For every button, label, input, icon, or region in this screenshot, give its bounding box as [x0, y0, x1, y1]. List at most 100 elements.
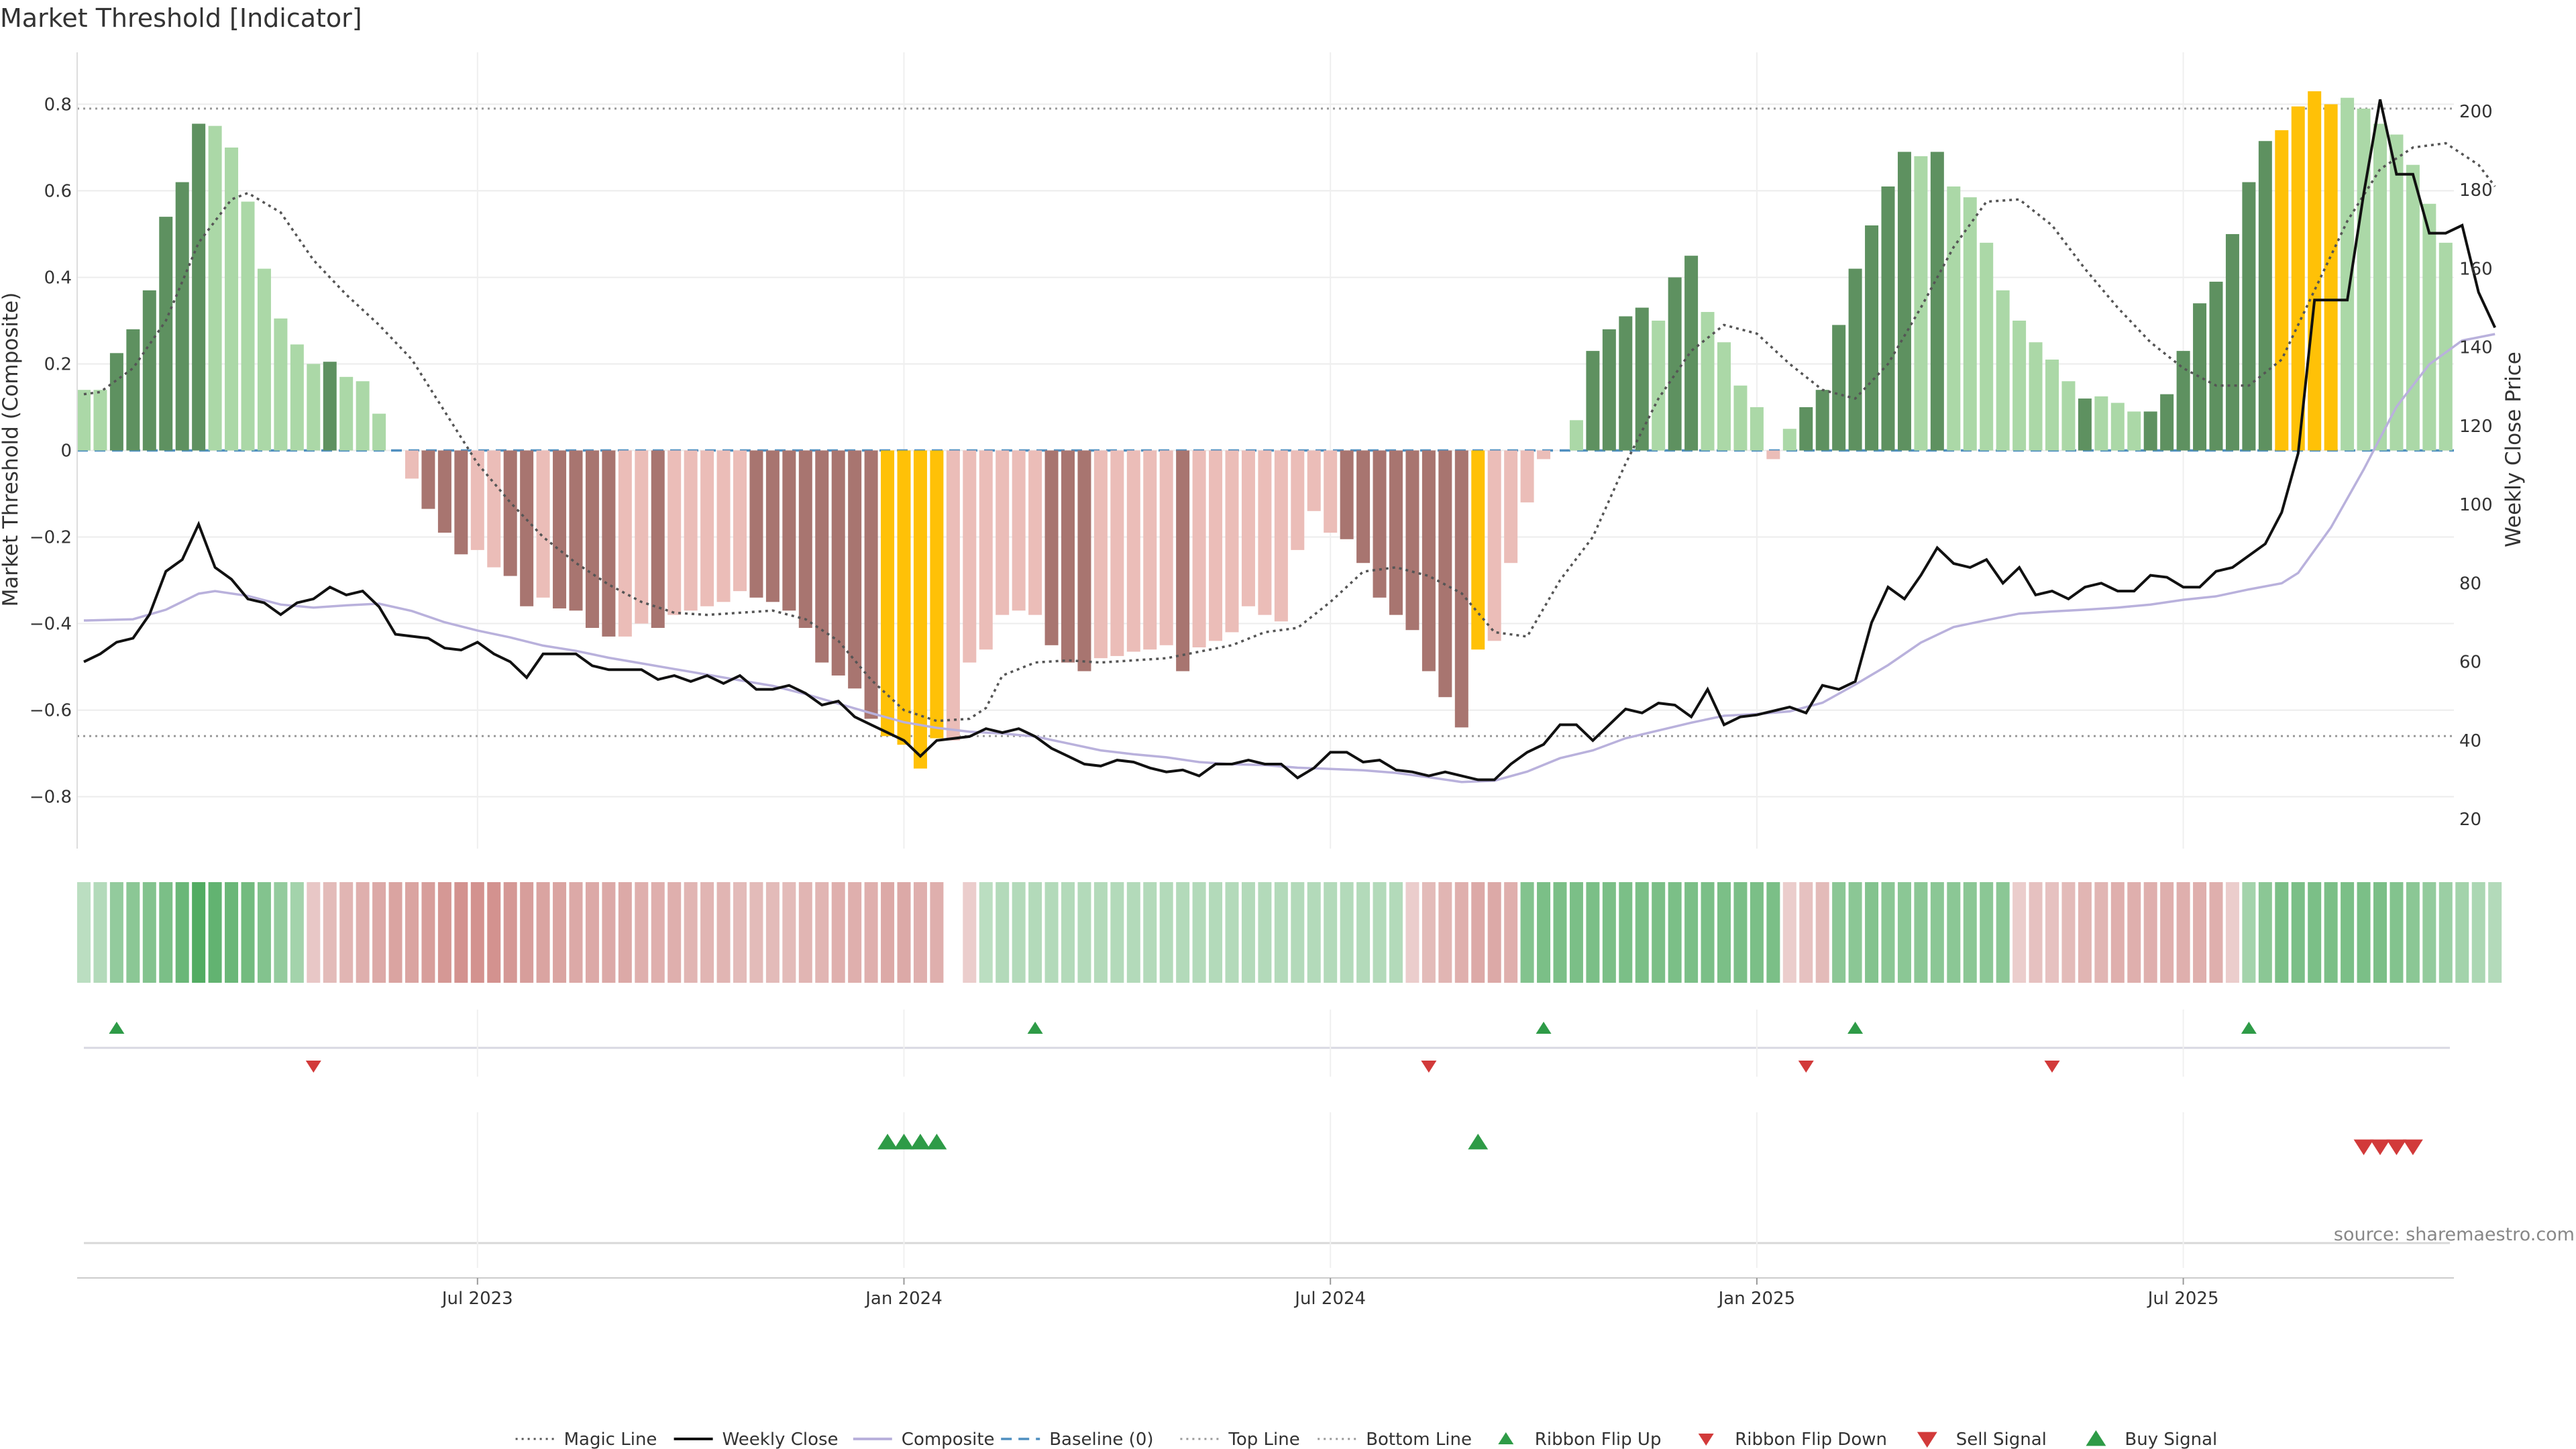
- composite-bar: [1274, 450, 1288, 622]
- ribbon-cell: [2012, 882, 2027, 983]
- legend-item: Ribbon Flip Up: [1498, 1430, 1661, 1449]
- composite-bar: [470, 450, 484, 550]
- composite-bar: [1684, 256, 1699, 451]
- composite-bar: [913, 450, 927, 769]
- ribbon-cell: [1750, 882, 1764, 983]
- ribbon-flip-up-marker: [2241, 1022, 2257, 1034]
- composite-bar: [192, 123, 206, 451]
- composite-bar: [1093, 450, 1108, 659]
- ribbon-cell: [765, 882, 780, 983]
- legend-label: Top Line: [1228, 1430, 1299, 1449]
- ribbon-cell: [930, 882, 944, 983]
- ribbon-cell: [2061, 882, 2076, 983]
- ribbon-cell: [2110, 882, 2125, 983]
- ribbon-cell: [356, 882, 370, 983]
- ribbon-cell: [1619, 882, 1633, 983]
- composite-bar: [1701, 312, 1715, 451]
- ribbon-cell: [1701, 882, 1715, 983]
- sell-signal-marker: [2386, 1139, 2407, 1155]
- ribbon-flip-down-marker: [1798, 1061, 1814, 1073]
- x-tick-label: Jan 2025: [1717, 1289, 1796, 1309]
- ribbon-cell: [716, 882, 731, 983]
- chart-title: Market Threshold [Indicator]: [0, 3, 362, 33]
- ribbon-flip-up-marker: [1027, 1022, 1043, 1034]
- ribbon-cell: [2341, 882, 2355, 983]
- composite-bar: [372, 413, 386, 451]
- composite-bar: [1996, 290, 2010, 451]
- ribbon-cell: [1192, 882, 1206, 983]
- y-tick-label: 0.4: [44, 268, 72, 288]
- composite-bar: [1832, 325, 1846, 451]
- ribbon-cell: [2176, 882, 2190, 983]
- ribbon-cell: [1012, 882, 1026, 983]
- ribbon-cell: [1487, 882, 1501, 983]
- ribbon-cell: [1471, 882, 1485, 983]
- buy-signal-marker: [926, 1134, 947, 1150]
- ribbon-cell: [897, 882, 911, 983]
- ribbon-cell: [1980, 882, 1994, 983]
- ribbon-cell: [1209, 882, 1223, 983]
- composite-bar: [1717, 342, 1731, 451]
- ribbon-cell: [2143, 882, 2157, 983]
- ribbon-cell: [1421, 882, 1436, 983]
- legend-item: Composite: [853, 1430, 995, 1449]
- composite-bar: [1733, 385, 1748, 451]
- ribbon-cell: [1176, 882, 1190, 983]
- composite-bar: [635, 450, 649, 624]
- ribbon-cell: [913, 882, 927, 983]
- composite-bar: [798, 450, 812, 628]
- composite-bar: [553, 450, 567, 608]
- composite-bar: [1405, 450, 1419, 631]
- y-right-tick-label: 80: [2459, 574, 2481, 594]
- composite-bar: [1291, 450, 1305, 550]
- composite-bar: [2193, 303, 2207, 451]
- composite-bar: [2291, 106, 2305, 451]
- y-right-tick-label: 200: [2459, 102, 2493, 122]
- composite-bar: [651, 450, 665, 628]
- ribbon-cell: [470, 882, 484, 983]
- composite-bar: [2127, 411, 2141, 451]
- composite-bar: [2225, 233, 2239, 451]
- ribbon-cell: [109, 882, 123, 983]
- legend-item: Sell Signal: [1917, 1430, 2047, 1449]
- composite-bar: [1602, 329, 1616, 451]
- composite-bar: [142, 290, 156, 451]
- ribbon-cell: [848, 882, 862, 983]
- ribbon-cell: [1947, 882, 1961, 983]
- y-tick-label: −0.2: [30, 528, 72, 548]
- composite-bar: [175, 182, 189, 451]
- ribbon-cell: [1389, 882, 1403, 983]
- composite-bar: [1421, 450, 1436, 672]
- composite-bar: [241, 201, 255, 451]
- ribbon-cell: [1717, 882, 1731, 983]
- ribbon-cell: [1356, 882, 1371, 983]
- ribbon-cell: [618, 882, 632, 983]
- composite-bar: [1569, 420, 1583, 451]
- ribbon-cell: [864, 882, 878, 983]
- composite-bar: [437, 450, 451, 533]
- ribbon-cell: [569, 882, 583, 983]
- composite-bar: [881, 450, 895, 737]
- ribbon-panel: [77, 882, 2502, 983]
- ribbon-cell: [437, 882, 451, 983]
- ribbon-cell: [1126, 882, 1140, 983]
- ribbon-cell: [487, 882, 501, 983]
- ribbon-cell: [2045, 882, 2059, 983]
- ribbon-cell: [1832, 882, 1846, 983]
- composite-bar: [77, 390, 91, 451]
- ribbon-cell: [77, 882, 91, 983]
- composite-bar: [356, 381, 370, 451]
- composite-bar: [765, 450, 780, 602]
- composite-bar: [1980, 242, 1994, 451]
- ribbon-cell: [700, 882, 714, 983]
- ribbon-cell: [1881, 882, 1895, 983]
- composite-bar: [831, 450, 845, 676]
- composite-bar: [323, 362, 337, 451]
- ribbon-cell: [1782, 882, 1796, 983]
- ribbon-cell: [536, 882, 550, 983]
- ribbon-cell: [388, 882, 402, 983]
- sell-signal-marker: [2353, 1139, 2374, 1155]
- composite-bar: [2176, 351, 2190, 451]
- composite-bar: [1963, 197, 1977, 451]
- composite-bar: [585, 450, 599, 628]
